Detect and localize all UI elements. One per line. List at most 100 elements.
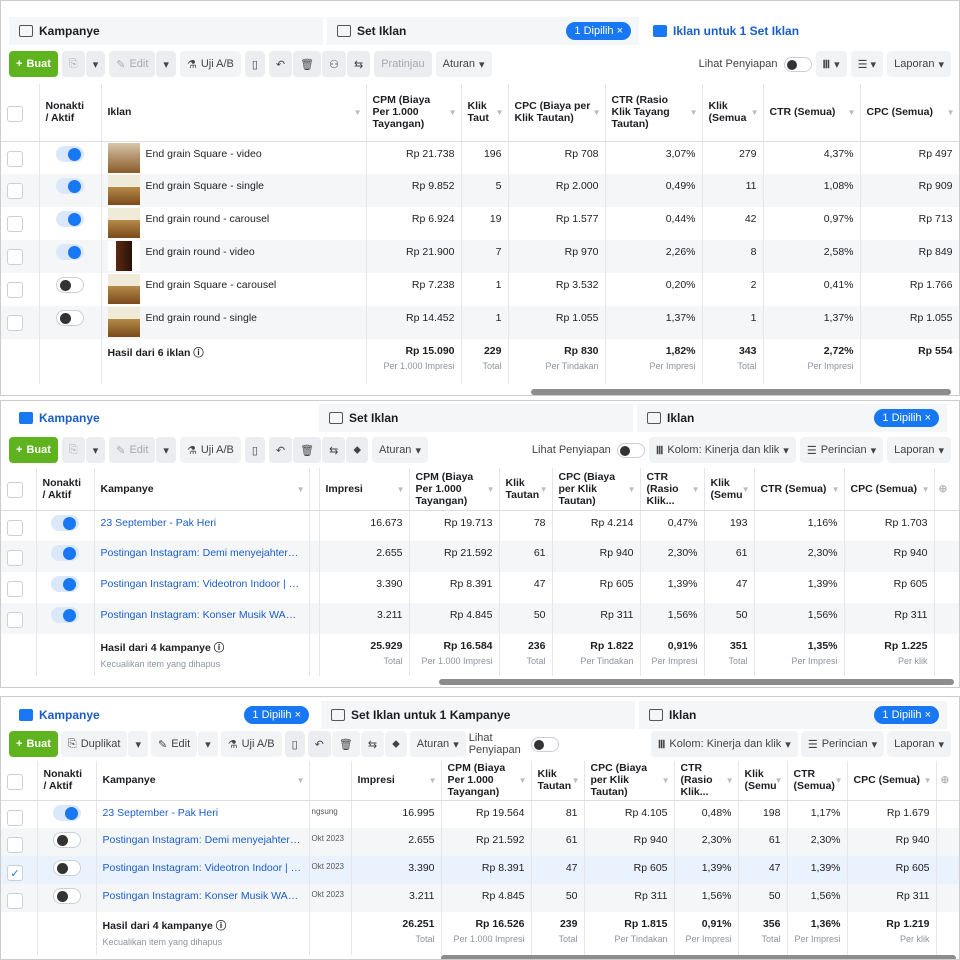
trash-icon[interactable]: 🗑 <box>293 51 322 77</box>
row-toggle-cell[interactable] <box>36 572 95 603</box>
row-name[interactable]: End grain Square - single <box>101 174 367 207</box>
column-header[interactable]: CTR (Semua) ▼ <box>763 84 861 142</box>
column-header[interactable]: CPC (Biaya per Klik Tautan) ▼ <box>584 761 675 801</box>
row-select[interactable] <box>1 800 38 828</box>
column-header[interactable]: Klik (Semu ▼ <box>704 468 755 511</box>
toggle-on[interactable] <box>51 545 79 561</box>
column-header[interactable]: CTR (Rasio Klik... ▼ <box>640 468 705 511</box>
row-checkbox[interactable] <box>7 837 23 853</box>
sort-arrow-icon[interactable]: ▼ <box>296 776 305 786</box>
toggle-off[interactable] <box>52 860 81 876</box>
preview-button[interactable]: Pratinjau <box>374 51 432 77</box>
sort-arrow-icon[interactable]: ▼ <box>691 484 700 494</box>
column-header[interactable]: Nonakti / Aktif <box>39 84 102 142</box>
sort-arrow-icon[interactable]: ▼ <box>661 776 670 786</box>
trash-icon[interactable]: 🗑 <box>293 437 322 463</box>
sort-arrow-icon[interactable]: ▼ <box>689 108 698 118</box>
row-name[interactable]: Postingan Instagram: Demi menyejahteraka… <box>96 828 310 856</box>
report-button[interactable]: Laporan ▾ <box>887 731 951 757</box>
toggle-off[interactable] <box>52 832 81 848</box>
row-checkbox[interactable] <box>7 612 23 628</box>
table-row[interactable]: Postingan Instagram: Konser Musik WAMI F… <box>1 603 959 634</box>
share-icon[interactable]: ⇆ <box>346 51 371 77</box>
duplicate-dropdown[interactable]: ▾ <box>85 437 106 463</box>
column-header[interactable]: Nonakti / Aktif <box>37 761 97 801</box>
column-header[interactable]: Iklan ▼ <box>101 84 367 142</box>
duplicate-dropdown[interactable]: ▾ <box>85 51 106 77</box>
row-name[interactable]: End grain Square - carousel <box>101 273 367 306</box>
column-header[interactable]: CPC (Semua) ▼ <box>847 761 937 801</box>
row-name[interactable]: Postingan Instagram: Videotron Indoor | … <box>96 856 310 884</box>
row-toggle-cell[interactable] <box>39 174 102 207</box>
column-header[interactable]: Impresi ▼ <box>351 761 442 801</box>
tab-campaigns[interactable]: Kampanye 1 Dipilih × <box>9 701 321 729</box>
info-icon[interactable]: ⓘ <box>213 642 225 654</box>
row-toggle-cell[interactable] <box>37 800 97 828</box>
duplicate-button[interactable]: ⎘ <box>61 51 85 77</box>
column-header[interactable]: Klik Taut ▼ <box>461 84 509 142</box>
sort-arrow-icon[interactable]: ▼ <box>923 776 932 786</box>
row-select[interactable] <box>1 572 37 603</box>
row-select[interactable] <box>1 240 40 273</box>
toggle-on[interactable] <box>51 607 79 623</box>
toggle-on[interactable] <box>51 576 79 592</box>
toggle-off[interactable] <box>52 888 81 904</box>
edit-button[interactable]: ✎ Edit <box>109 437 156 463</box>
sort-arrow-icon[interactable]: ▼ <box>741 484 750 494</box>
row-name[interactable]: 23 September - Pak Heri <box>94 510 310 541</box>
sort-arrow-icon[interactable]: ▼ <box>448 108 457 118</box>
table-row[interactable]: End grain round - video Rp 21.900 7 Rp 970 2… <box>1 240 959 273</box>
columns-button[interactable]: Ⅲ ▾ <box>815 51 847 77</box>
row-select[interactable] <box>1 828 38 856</box>
toggle-on[interactable] <box>56 244 84 260</box>
share-icon[interactable]: ⇆ <box>322 437 346 463</box>
create-button[interactable]: + Buat <box>9 51 58 77</box>
toggle-on[interactable] <box>51 514 79 531</box>
table-row[interactable]: End grain round - single Rp 14.452 1 Rp 1.0… <box>1 306 959 339</box>
table-row[interactable]: Postingan Instagram: Videotron Indoor | … <box>1 572 959 603</box>
row-toggle-cell[interactable] <box>39 240 102 273</box>
toggle-on[interactable] <box>52 804 81 821</box>
row-name[interactable]: 23 September - Pak Heri <box>96 800 310 828</box>
sort-arrow-icon[interactable]: ▼ <box>495 108 504 118</box>
row-toggle-cell[interactable] <box>36 541 95 572</box>
horizontal-scrollbar[interactable] <box>439 679 954 685</box>
toggle-switch[interactable] <box>783 56 812 72</box>
table-row[interactable]: 23 September - Pak Heri ngsung 16.995 Rp 19… <box>1 800 959 828</box>
column-header[interactable] <box>309 468 320 511</box>
select-all-checkbox[interactable] <box>7 105 23 122</box>
column-header[interactable]: ⊕ <box>934 468 959 511</box>
column-header[interactable]: CPC (Semua) ▼ <box>860 84 959 142</box>
row-select[interactable]: ✓ <box>1 856 38 884</box>
row-checkbox[interactable] <box>7 150 23 167</box>
report-button[interactable]: Laporan ▾ <box>887 51 951 77</box>
row-toggle-cell[interactable] <box>39 273 102 306</box>
row-select[interactable] <box>1 141 40 174</box>
row-select[interactable] <box>1 174 40 207</box>
selected-pill[interactable]: 1 Dipilih × <box>244 706 309 724</box>
row-toggle-cell[interactable] <box>39 306 102 339</box>
sort-arrow-icon[interactable]: ▼ <box>627 484 636 494</box>
sort-arrow-icon[interactable]: ▼ <box>571 776 580 786</box>
sort-arrow-icon[interactable]: ▼ <box>539 484 548 494</box>
row-select[interactable] <box>1 510 37 541</box>
row-toggle-cell[interactable] <box>36 603 95 634</box>
people-icon[interactable]: ⚇ <box>322 51 346 77</box>
horizontal-scrollbar[interactable] <box>441 955 956 959</box>
column-header[interactable]: CTR (Semua) ▼ <box>787 761 848 801</box>
sort-arrow-icon[interactable]: ▼ <box>774 776 783 786</box>
toggle-off[interactable] <box>56 277 84 293</box>
row-name[interactable]: Postingan Instagram: Demi menyejahteraka… <box>94 541 310 572</box>
toggle-switch[interactable] <box>530 736 559 752</box>
select-all-header[interactable] <box>1 761 38 801</box>
breakdown-button[interactable]: ☰ ▾ <box>850 51 884 77</box>
column-header[interactable]: CTR (Rasio Klik... ▼ <box>674 761 739 801</box>
ab-test-button[interactable]: ⚗ Uji A/B <box>220 731 282 757</box>
duplicate-dropdown[interactable]: ▾ <box>128 731 148 757</box>
row-name[interactable]: End grain round - carousel <box>101 207 367 240</box>
tab-ads[interactable]: Iklan 1 Dipilih × <box>639 701 951 729</box>
setup-toggle[interactable]: Lihat Penyiapan <box>532 442 645 458</box>
ab-test-button[interactable]: ⚗ Uji A/B <box>179 51 241 77</box>
edit-dropdown[interactable]: ▾ <box>198 731 218 757</box>
row-checkbox[interactable]: ✓ <box>7 865 23 881</box>
